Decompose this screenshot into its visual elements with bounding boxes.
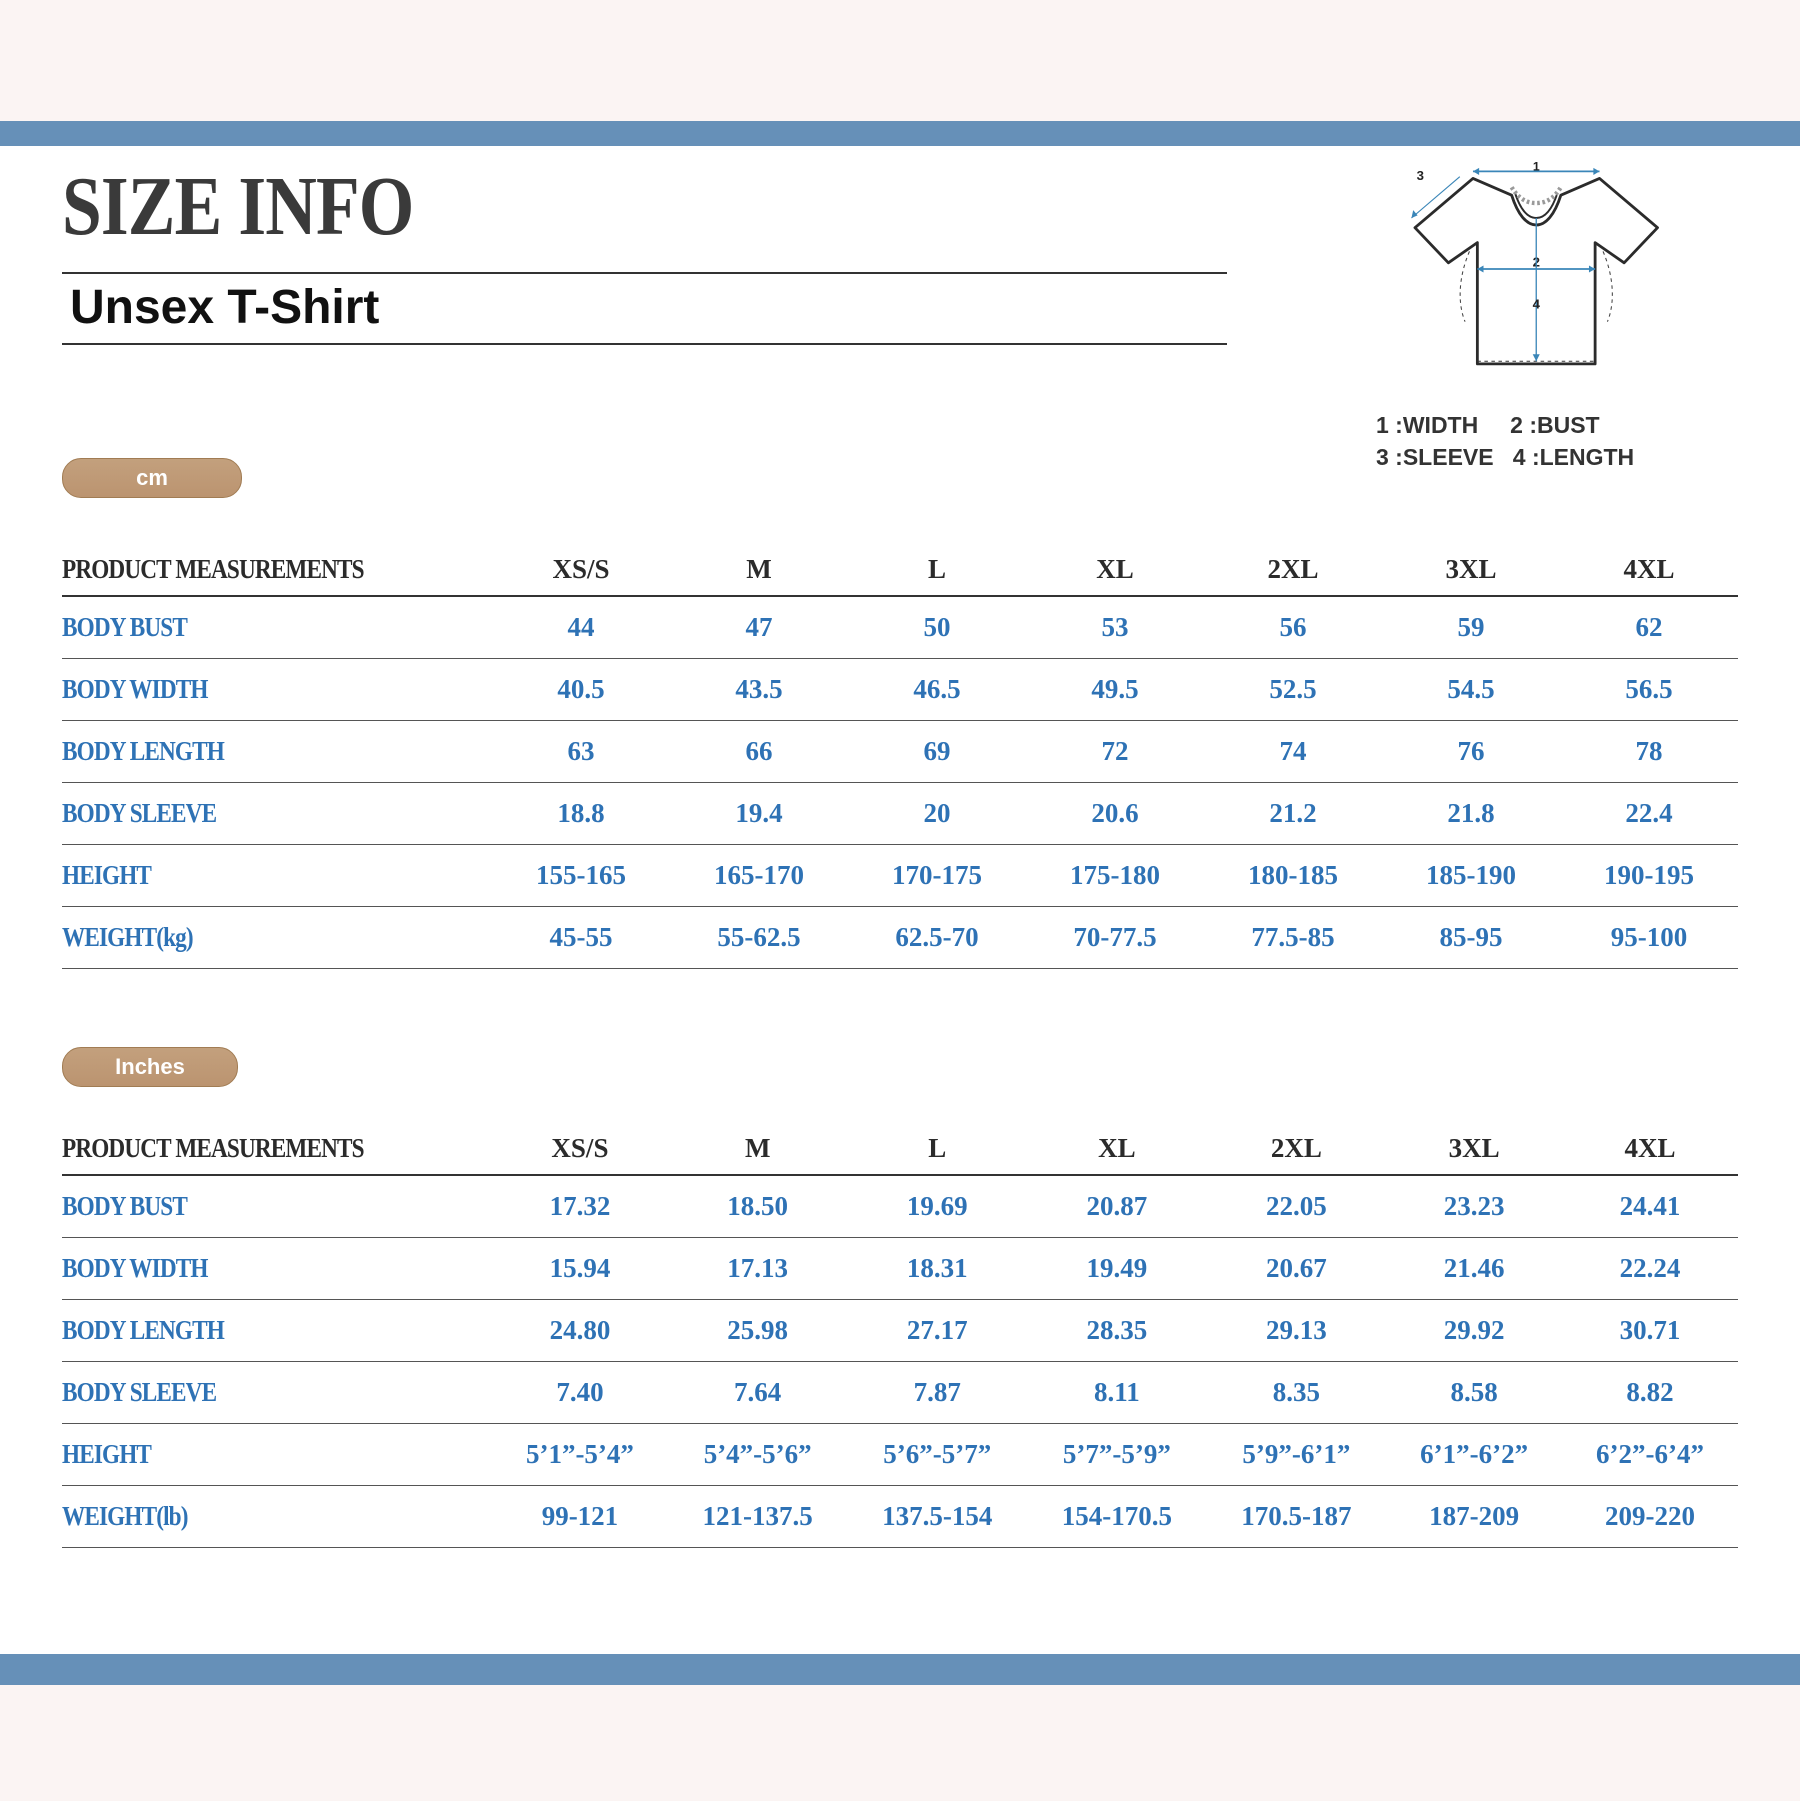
svg-text:1: 1 (1533, 160, 1540, 174)
svg-text:4: 4 (1533, 297, 1541, 312)
svg-text:3: 3 (1417, 168, 1424, 183)
